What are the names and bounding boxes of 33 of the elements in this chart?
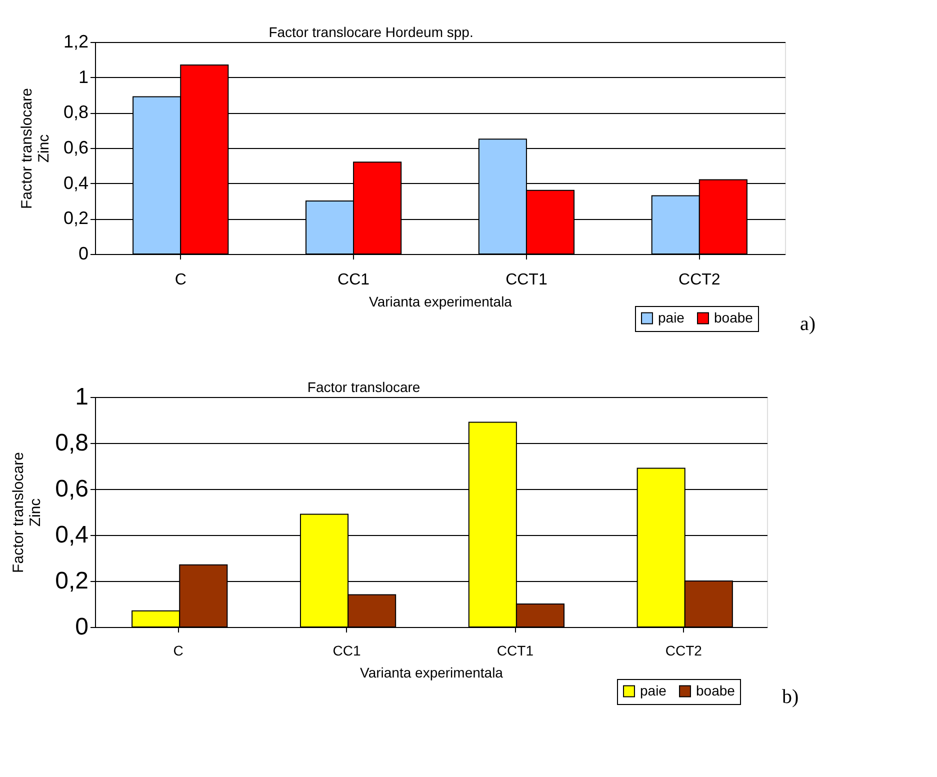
x-axis-title: Varianta experimentala (360, 664, 504, 680)
y-tick-label: 0,6 (63, 138, 88, 158)
x-tick-label: CCT2 (665, 642, 702, 658)
x-tick-label: CCT1 (496, 642, 534, 658)
y-tick-label: 1 (75, 384, 88, 410)
y-tick-label: 0,4 (63, 172, 88, 193)
y-tick-label: 0 (78, 244, 88, 264)
x-tick-label: CCT1 (506, 272, 548, 288)
y-tick-label: 0,2 (63, 208, 88, 228)
x-tick-label: C (174, 272, 186, 288)
y-axis-title: Factor translocare Zinc (10, 452, 44, 573)
legend-label: paie (640, 682, 667, 698)
legend-label: boabe (714, 309, 754, 326)
y-tick-label: 0,4 (55, 522, 88, 548)
legend-label: paie (658, 309, 685, 326)
legend-label: boabe (696, 682, 736, 698)
x-tick-label: CCT2 (678, 272, 720, 288)
y-tick-label: 1 (78, 66, 88, 87)
x-tick-label: CC1 (332, 642, 361, 658)
x-axis-title: Varianta experimentala (369, 294, 512, 310)
text: b) (782, 686, 799, 708)
y-tick-label: 0,8 (63, 102, 88, 122)
x-tick-label: CC1 (338, 272, 370, 288)
x-tick-label: C (173, 642, 184, 658)
chart-title: Factor translocare (307, 379, 420, 395)
y-tick-label: 0,6 (55, 476, 88, 502)
y-tick-label: 0,8 (55, 430, 88, 456)
chart-title: Factor translocare Hordeum spp. (268, 24, 474, 40)
y-tick-label: 0 (75, 614, 88, 640)
y-tick-label: 0,2 (55, 568, 88, 594)
text: a) (800, 313, 816, 335)
y-axis-title: Factor translocare Zinc (18, 88, 52, 209)
y-tick-label: 1,2 (63, 32, 88, 52)
